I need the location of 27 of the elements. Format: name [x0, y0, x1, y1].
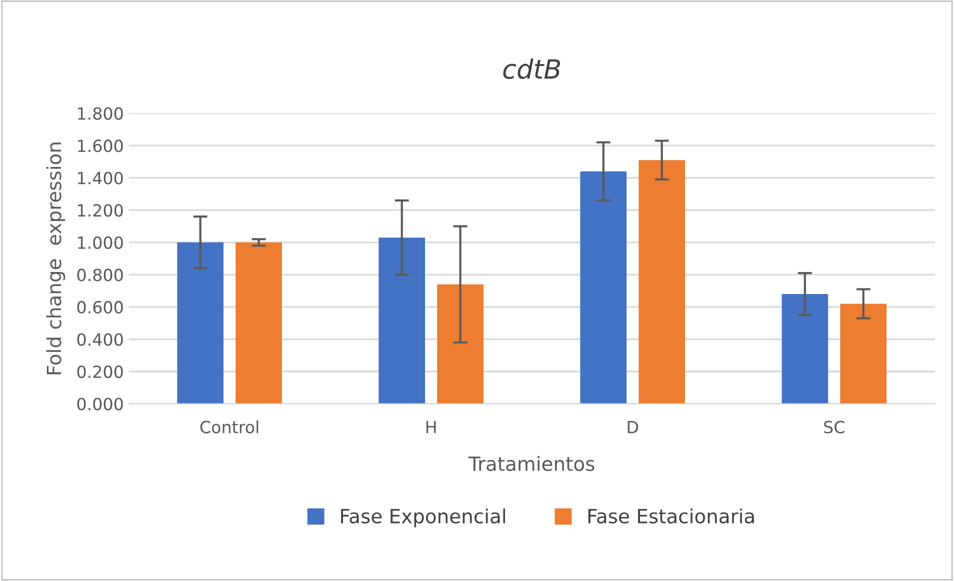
- y-tick-label: 0.000: [77, 398, 123, 410]
- bar: [782, 294, 828, 404]
- legend-label: Fase Exponencial: [341, 508, 506, 528]
- y-tick-label: 1.800: [78, 107, 123, 120]
- y-tick-label: 1.400: [78, 172, 123, 184]
- bar: [638, 160, 686, 404]
- x-axis-title: Tratamientos: [468, 456, 594, 472]
- x-tick-label: D: [628, 420, 638, 434]
- bar: [177, 242, 224, 404]
- y-tick-label: 0.600: [77, 300, 123, 314]
- bar: [840, 304, 887, 404]
- x-tick-label: SC: [824, 420, 844, 434]
- bar: [580, 171, 627, 404]
- y-tick-label: 1.200: [78, 204, 123, 217]
- y-tick-label: 0.400: [77, 333, 123, 346]
- y-tick-label: 0.200: [77, 365, 123, 378]
- y-tick-label: 0.800: [77, 268, 123, 282]
- bar: [236, 242, 282, 404]
- y-axis-title: Fold change expression: [46, 142, 66, 374]
- bar: [378, 238, 426, 404]
- x-tick-label: H: [426, 420, 436, 434]
- y-tick-label: 1.000: [78, 236, 123, 249]
- legend-label: Fase Estacionaria: [588, 508, 754, 524]
- chart-title: cdtB: [503, 58, 560, 79]
- y-tick-label: 1.600: [78, 140, 123, 152]
- x-tick-label: Control: [200, 420, 258, 434]
- bar: [437, 284, 484, 404]
